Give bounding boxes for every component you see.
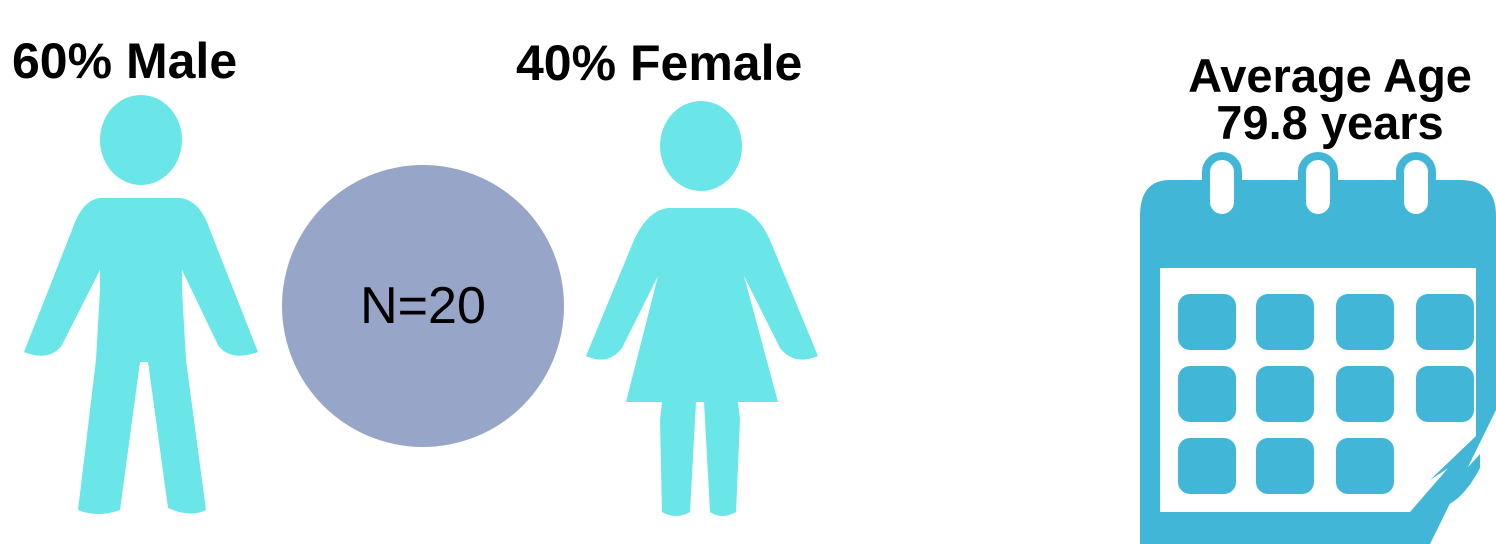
- average-age-title: Average Age: [1188, 49, 1472, 102]
- female-person-icon: [586, 101, 818, 516]
- average-age-value: 79.8 years: [1216, 96, 1444, 149]
- calendar-icon: [1140, 152, 1496, 544]
- average-age-label: Average Age 79.8 years: [1170, 52, 1490, 146]
- sample-size-circle: N=20: [282, 165, 564, 447]
- male-person-icon: [24, 95, 258, 514]
- female-percentage-label: 40% Female: [516, 35, 803, 91]
- male-percentage-label: 60% Male: [12, 33, 238, 89]
- sample-size-label: N=20: [360, 277, 486, 335]
